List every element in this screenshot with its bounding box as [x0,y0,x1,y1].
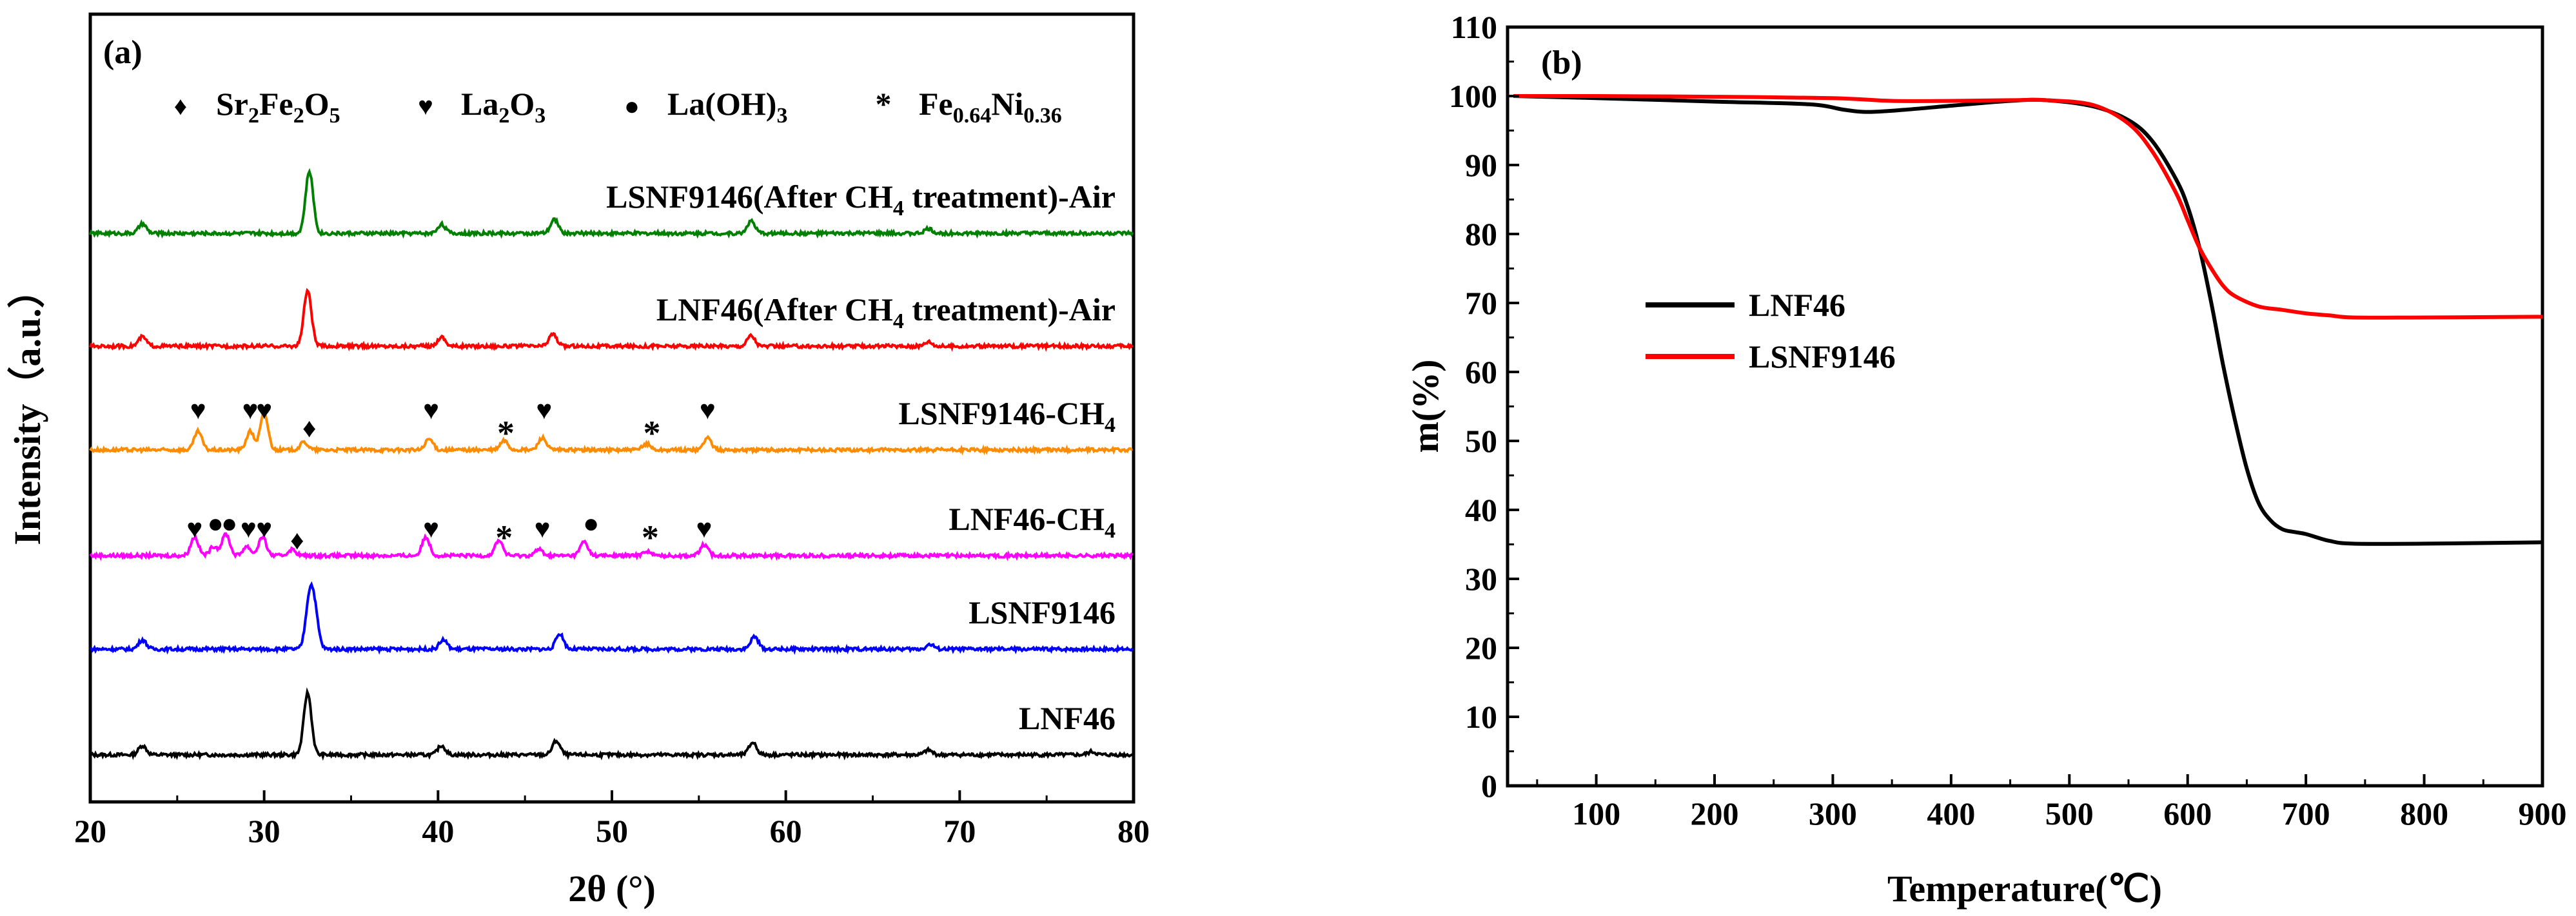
xrd-phase-marker: * [644,414,661,453]
xrd-x-tick-label: 40 [422,813,454,849]
xrd-phase-marker: ♥ [535,514,551,544]
xrd-series-line [89,409,1133,456]
xrd-legend-label: Sr2Fe2O5 [216,86,340,128]
xrd-phase-marker: ♥ [241,514,257,544]
xrd-phase-marker: ♥ [256,514,272,544]
xrd-phase-marker: ♥ [423,396,439,425]
xrd-phase-marker: * [497,414,515,453]
xrd-x-tick-label: 60 [770,813,802,849]
xrd-legend-symbol: ● [624,92,640,121]
xrd-series-label: LNF46(After CH4 treatment)-Air [656,291,1116,333]
tga-y-tick-label: 30 [1465,561,1497,597]
xrd-x-tick-label: 20 [74,813,106,849]
tga-y-tick-label: 10 [1465,699,1497,735]
xrd-phase-marker: ♦ [302,414,316,443]
xrd-legend-label: Fe0.64Ni0.36 [919,86,1062,128]
xrd-phase-marker: ♦ [290,526,304,556]
tga-x-tick-label: 600 [2163,795,2212,832]
xrd-series-line [89,287,1134,352]
xrd-phase-marker: * [642,518,659,557]
tga-x-tick-label: 400 [1927,795,1975,832]
tga-y-axis: 0 10 20 30 40 50 60 70 80 90 100 110 [1449,9,1519,804]
xrd-panel-label: (a) [103,34,143,71]
tga-x-axis: 100 200 300 400 500 600 700 800 900 [1536,774,2567,832]
tga-x-tick-label: 700 [2282,795,2330,832]
xrd-phase-marker: * [495,518,513,557]
tga-series-line [1513,93,2543,320]
tga-panel: (b) 100 200 300 400 500 600 700 800 900 0 10 20 30 4… [1404,9,2567,910]
xrd-series-label: LNF46-CH4 [949,501,1116,543]
tga-x-tick-label: 300 [1809,795,1857,832]
xrd-phase-marker: ● [583,509,599,539]
tga-y-tick-label: 70 [1465,285,1497,321]
tga-y-tick-label: 0 [1481,768,1497,804]
tga-y-tick-label: 80 [1465,216,1497,252]
xrd-series-label: LSNF9146 [968,594,1116,630]
xrd-series-line [89,532,1134,561]
tga-series-line [1513,94,2543,546]
tga-legend: LNF46 LSNF9146 [1646,287,1896,375]
xrd-phase-marker: ♥ [696,514,712,544]
tga-y-tick-label: 20 [1465,630,1497,666]
xrd-phase-marker: ♥ [700,396,716,425]
tga-y-tick-label: 60 [1465,354,1497,390]
xrd-series-label: LSNF9146(After CH4 treatment)-Air [606,179,1116,220]
xrd-series-label: LSNF9146-CH4 [899,395,1116,437]
xrd-series-line [90,581,1134,656]
tga-legend-label: LNF46 [1749,287,1845,323]
xrd-legend-symbol: * [876,86,892,122]
tga-panel-label: (b) [1541,44,1582,81]
xrd-phase-marker: ♥ [256,396,272,425]
xrd-x-tick-label: 50 [596,813,628,849]
xrd-panel: (a) ♦ Sr2Fe2O5 ♥ La2O3 ● La(OH)3 * Fe0.64Ni0.36… [6,12,1150,910]
xrd-series-group: LNF46 LSNF9146 LNF46-CH4 LSNF9146-CH4 LNF46(… [89,168,1134,761]
xrd-phase-marker: ♥ [423,514,439,544]
tga-legend-label: LSNF9146 [1749,338,1896,375]
tga-y-tick-label: 40 [1465,492,1497,528]
xrd-phase-marker: ● [207,509,223,539]
tga-x-tick-label: 500 [2045,795,2094,832]
xrd-legend-symbol: ♥ [418,92,433,121]
xrd-phase-marker: ♥ [536,396,552,425]
xrd-series-label: LNF46 [1019,700,1116,736]
xrd-x-axis: 20 30 40 50 60 70 80 [74,790,1150,849]
tga-x-tick-label: 100 [1572,795,1620,832]
xrd-x-tick-label: 30 [248,813,280,849]
tga-y-tick-label: 90 [1465,147,1497,183]
xrd-phase-legend: ♦ Sr2Fe2O5 ♥ La2O3 ● La(OH)3 * Fe0.64Ni0.36 [174,86,1062,128]
xrd-series-line [89,168,1134,239]
tga-x-axis-label: Temperature(℃) [1887,868,2162,910]
xrd-y-axis-label: Intensity（a.u.） [6,271,48,545]
xrd-legend-label: La(OH)3 [667,86,787,128]
xrd-series-line [90,687,1134,761]
xrd-legend-symbol: ♦ [174,92,187,121]
xrd-phase-marker: ♥ [186,514,202,544]
xrd-phase-marker: ♥ [190,396,206,425]
tga-y-axis-label: m(%) [1404,360,1446,453]
xrd-legend-label: La2O3 [461,86,546,128]
xrd-phase-marker: ♥ [242,396,259,425]
xrd-x-axis-label: 2θ (°) [568,868,656,910]
xrd-phase-marker: ● [221,509,237,539]
tga-series-group [1513,93,2543,546]
tga-x-tick-label: 800 [2400,795,2448,832]
xrd-x-tick-label: 80 [1117,813,1150,849]
xrd-x-tick-label: 70 [943,813,976,849]
tga-x-tick-label: 900 [2519,795,2567,832]
tga-y-tick-label: 50 [1465,423,1497,459]
tga-x-tick-label: 200 [1691,795,1739,832]
tga-y-tick-label: 100 [1449,78,1497,114]
xrd-peak-markers: ♥ ♥♥♦♥*♥*♥♥ ●● ♥ ♥ ♦ ♥ * ♥ ● * ♥ [186,396,715,557]
tga-y-tick-label: 110 [1451,9,1497,45]
